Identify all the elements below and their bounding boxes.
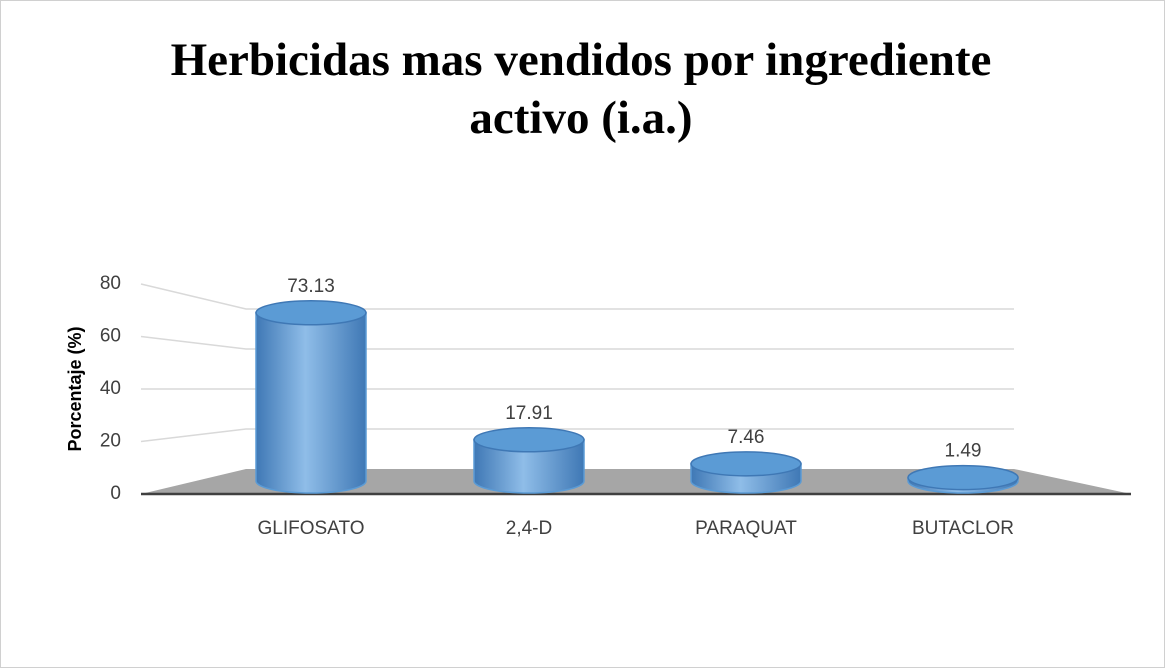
bar-top: [255, 300, 367, 326]
y-tick-label: 40: [100, 378, 121, 399]
grid-line: [140, 335, 1014, 350]
value-label: 1.49: [945, 441, 982, 462]
bar-top: [907, 464, 1019, 491]
x-tick-label: 2,4-D: [506, 518, 552, 539]
value-label: 73.13: [287, 276, 335, 297]
y-tick-label: 60: [100, 326, 121, 347]
y-tick-label: 20: [100, 431, 121, 452]
value-label: 17.91: [505, 403, 553, 424]
bar: [255, 312, 367, 494]
y-axis-label: Porcentaje (%): [65, 326, 85, 451]
chart-title: Herbicidas mas vendidos por ingrediente …: [170, 34, 992, 144]
x-tick-label: PARAQUAT: [695, 518, 797, 539]
grid-line: [140, 283, 1014, 310]
value-label: 7.46: [728, 427, 765, 448]
x-tick-label: BUTACLOR: [912, 518, 1014, 539]
bar-top: [690, 451, 802, 477]
floor: [141, 469, 1131, 494]
y-tick-label: 80: [100, 273, 121, 294]
x-tick-label: GLIFOSATO: [258, 518, 365, 539]
y-tick-label: 0: [110, 483, 121, 504]
bar-top: [473, 427, 585, 453]
grid-line: [140, 428, 1014, 443]
bar: [473, 439, 585, 494]
